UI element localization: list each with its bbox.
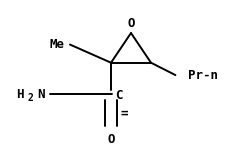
Text: O: O [107, 133, 115, 146]
Text: H: H [16, 88, 24, 100]
Text: N: N [37, 88, 45, 100]
Text: Me: Me [49, 38, 64, 51]
Text: C: C [115, 89, 123, 102]
Text: Pr-n: Pr-n [188, 69, 218, 82]
Text: =: = [121, 107, 128, 119]
Text: O: O [127, 17, 135, 30]
Text: 2: 2 [27, 93, 33, 103]
